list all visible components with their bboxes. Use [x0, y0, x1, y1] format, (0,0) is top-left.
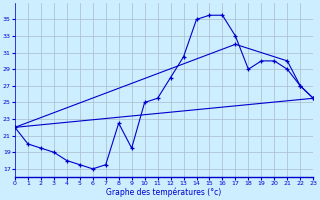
X-axis label: Graphe des températures (°c): Graphe des températures (°c) — [107, 188, 222, 197]
